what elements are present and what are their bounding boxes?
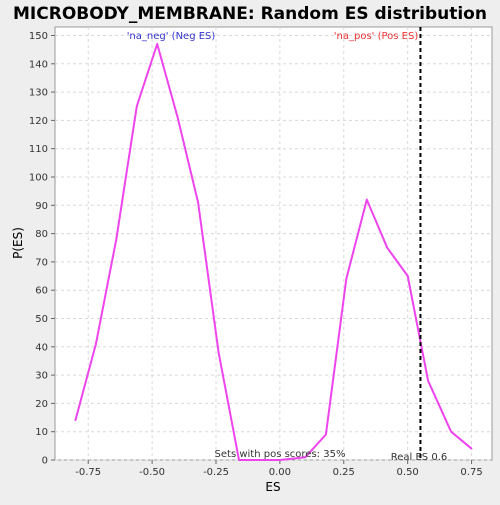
y-tick-label: 0 — [42, 456, 48, 467]
y-tick-label: 110 — [29, 144, 48, 155]
data-point — [450, 430, 452, 433]
data-point — [304, 456, 307, 458]
y-tick-label: 120 — [29, 116, 48, 127]
real-es-annotation: Real ES 0.6 — [391, 452, 447, 463]
data-point — [386, 246, 389, 249]
data-point — [156, 43, 159, 45]
data-point — [176, 116, 179, 119]
y-tick-label: 40 — [35, 342, 48, 353]
data-point — [325, 433, 327, 436]
data-point — [279, 459, 281, 461]
annotations: 'na_neg' (Neg ES) 'na_pos' (Pos ES) Sets w… — [127, 27, 447, 463]
neg-es-annotation: 'na_neg' (Neg ES) — [127, 31, 216, 42]
data-point — [217, 351, 220, 354]
x-tick-label: 0.25 — [333, 467, 355, 478]
y-axis-label: P(ES) — [11, 227, 25, 259]
y-tick-label: 140 — [29, 59, 48, 70]
y-tick-label: 30 — [35, 371, 48, 382]
x-tick-label: -0.75 — [75, 467, 101, 478]
data-point — [258, 459, 261, 461]
series-line — [74, 43, 473, 461]
data-point — [74, 419, 77, 422]
y-tick-label: 80 — [35, 229, 48, 240]
pos-scores-annotation: Sets with pos scores: 35% — [215, 449, 346, 460]
plot-area — [54, 26, 493, 461]
y-tick-label: 20 — [35, 399, 48, 410]
y-tick-label: 150 — [29, 31, 48, 42]
y-tick-label: 60 — [35, 286, 48, 297]
data-point — [197, 201, 199, 204]
x-tick-label: 0.00 — [269, 467, 291, 478]
data-point — [345, 278, 348, 280]
x-axis-label: ES — [265, 480, 280, 494]
series-layer — [74, 43, 473, 461]
axis-ticks: 0 10 20 30 40 50 60 70 80 90 100 110 120 130 140 150 -0.… — [29, 31, 483, 478]
y-tick-label: 70 — [35, 257, 48, 268]
y-tick-label: 130 — [29, 88, 48, 99]
x-tick-label: -0.50 — [139, 467, 165, 478]
pos-es-annotation: 'na_pos' (Pos ES) — [334, 31, 419, 42]
data-point — [115, 238, 118, 241]
x-tick-label: 0.50 — [397, 467, 419, 478]
chart-title: MICROBODY_MEMBRANE: Random ES distributi… — [13, 4, 487, 24]
y-tick-label: 10 — [35, 427, 48, 438]
y-tick-label: 100 — [29, 172, 48, 183]
data-point — [238, 459, 240, 461]
data-point — [406, 275, 409, 277]
data-point — [365, 198, 368, 201]
x-tick-label: 0.75 — [460, 467, 482, 478]
data-point — [135, 105, 138, 108]
grid — [55, 27, 492, 461]
data-point — [95, 343, 97, 345]
y-tick-label: 50 — [35, 314, 48, 325]
y-tick-label: 90 — [35, 201, 48, 212]
data-point — [427, 379, 429, 382]
x-tick-label: -0.25 — [203, 467, 229, 478]
data-point — [470, 447, 473, 450]
